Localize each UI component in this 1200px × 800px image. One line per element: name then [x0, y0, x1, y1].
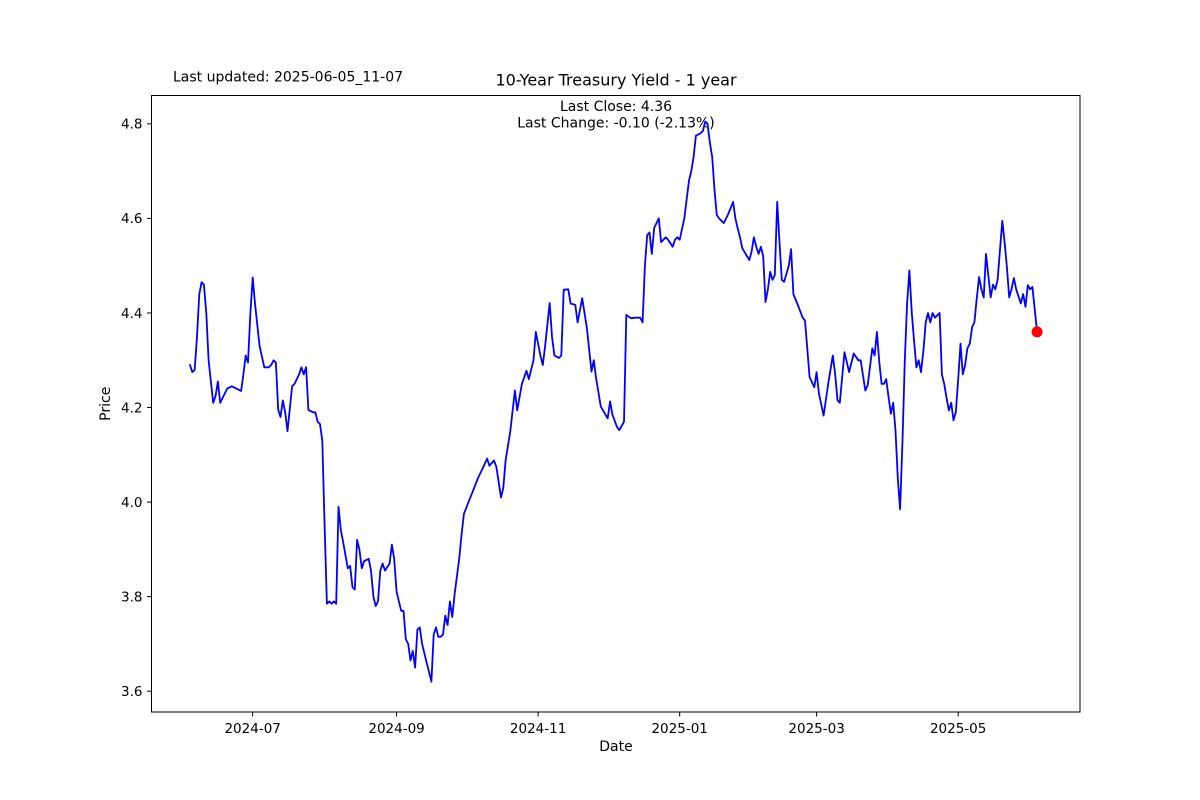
- y-tick-label: 4.2: [121, 400, 142, 416]
- y-tick-label: 4.6: [121, 211, 142, 227]
- last-updated-text: Last updated: 2025-06-05_11-07: [173, 70, 403, 86]
- x-tick-label: 2025-01: [651, 721, 707, 737]
- series-line: [189, 120, 1043, 683]
- last-close-annotation: Last Close: 4.36: [560, 99, 672, 115]
- x-tick-label: 2025-05: [930, 721, 986, 737]
- y-tick-label: 4.8: [121, 117, 142, 133]
- x-tick-label: 2024-11: [510, 721, 566, 737]
- x-axis-label: Date: [599, 739, 632, 755]
- x-axis-ticks: 2024-07 2024-09 2024-11 2025-01 2025-03 2025-…: [224, 712, 986, 737]
- y-tick-label: 4.0: [121, 495, 142, 511]
- last-change-annotation: Last Change: -0.10 (-2.13%): [517, 116, 715, 132]
- x-tick-label: 2024-09: [368, 721, 424, 737]
- x-tick-label: 2024-07: [224, 721, 280, 737]
- chart-title: 10-Year Treasury Yield - 1 year: [495, 71, 737, 90]
- y-tick-label: 4.4: [121, 306, 142, 322]
- last-close-marker: [1031, 326, 1043, 338]
- y-axis-label: Price: [98, 387, 114, 421]
- axes-box: [151, 95, 1081, 713]
- x-tick-label: 2025-03: [788, 721, 844, 737]
- y-tick-label: 3.6: [121, 684, 142, 700]
- y-tick-label: 3.8: [121, 589, 142, 605]
- price-line: [189, 120, 1038, 683]
- y-axis-ticks: 3.6 3.8 4.0 4.2 4.4 4.6 4.8: [121, 117, 152, 700]
